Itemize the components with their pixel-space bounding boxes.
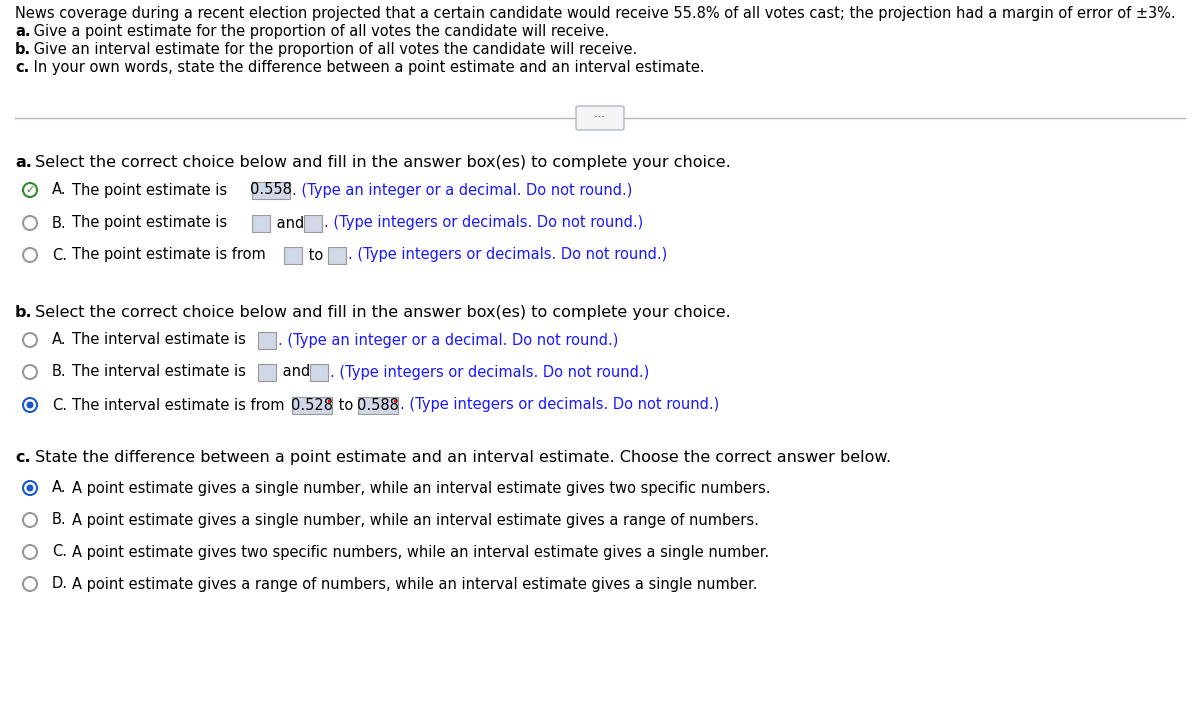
Text: Select the correct choice below and fill in the answer box(es) to complete your : Select the correct choice below and fill… xyxy=(30,155,731,170)
Text: A.: A. xyxy=(52,480,66,496)
Text: . (Type integers or decimals. Do not round.): . (Type integers or decimals. Do not rou… xyxy=(348,247,667,262)
Text: b.: b. xyxy=(14,305,32,320)
Text: A point estimate gives a single number, while an interval estimate gives two spe: A point estimate gives a single number, … xyxy=(72,480,770,496)
Text: a.: a. xyxy=(14,24,30,39)
Text: Give an interval estimate for the proportion of all votes the candidate will rec: Give an interval estimate for the propor… xyxy=(29,42,637,57)
Text: 0.588: 0.588 xyxy=(358,397,398,413)
Text: A point estimate gives a range of numbers, while an interval estimate gives a si: A point estimate gives a range of number… xyxy=(72,576,757,591)
FancyBboxPatch shape xyxy=(252,214,270,231)
Text: B.: B. xyxy=(52,216,67,231)
FancyBboxPatch shape xyxy=(292,396,332,413)
Text: The point estimate is: The point estimate is xyxy=(72,183,232,198)
Text: The interval estimate is from: The interval estimate is from xyxy=(72,397,289,413)
FancyBboxPatch shape xyxy=(284,247,302,264)
FancyBboxPatch shape xyxy=(252,181,290,198)
Text: c.: c. xyxy=(14,450,31,465)
Text: to: to xyxy=(334,397,358,413)
Text: B.: B. xyxy=(52,364,67,380)
Circle shape xyxy=(26,484,34,491)
Text: A.: A. xyxy=(52,183,66,198)
Text: C.: C. xyxy=(52,247,67,262)
FancyBboxPatch shape xyxy=(258,363,276,380)
Text: . (Type an integer or a decimal. Do not round.): . (Type an integer or a decimal. Do not … xyxy=(292,183,632,198)
Text: State the difference between a point estimate and an interval estimate. Choose t: State the difference between a point est… xyxy=(30,450,892,465)
Text: ✓: ✓ xyxy=(25,185,35,195)
Text: The interval estimate is: The interval estimate is xyxy=(72,364,251,380)
Text: . (Type integers or decimals. Do not round.): . (Type integers or decimals. Do not rou… xyxy=(330,364,649,380)
Text: . (Type integers or decimals. Do not round.): . (Type integers or decimals. Do not rou… xyxy=(400,397,719,413)
Text: ▸: ▸ xyxy=(394,399,397,404)
Circle shape xyxy=(26,401,34,408)
Text: c.: c. xyxy=(14,60,29,75)
Text: ···: ··· xyxy=(594,112,606,124)
FancyBboxPatch shape xyxy=(328,247,346,264)
Text: . (Type an integer or a decimal. Do not round.): . (Type an integer or a decimal. Do not … xyxy=(278,333,618,347)
Text: 0.558: 0.558 xyxy=(250,183,292,198)
Text: D.: D. xyxy=(52,576,68,591)
Text: 0.528: 0.528 xyxy=(292,397,334,413)
FancyBboxPatch shape xyxy=(358,396,398,413)
Text: C.: C. xyxy=(52,545,67,560)
Text: A.: A. xyxy=(52,333,66,347)
Text: and: and xyxy=(272,216,308,231)
Text: The interval estimate is: The interval estimate is xyxy=(72,333,251,347)
FancyBboxPatch shape xyxy=(258,332,276,349)
FancyBboxPatch shape xyxy=(310,363,328,380)
Text: a.: a. xyxy=(14,155,32,170)
Text: The point estimate is from: The point estimate is from xyxy=(72,247,270,262)
FancyBboxPatch shape xyxy=(576,106,624,130)
Text: b.: b. xyxy=(14,42,31,57)
Text: News coverage during a recent election projected that a certain candidate would : News coverage during a recent election p… xyxy=(14,6,1176,21)
Text: and: and xyxy=(278,364,314,380)
Text: B.: B. xyxy=(52,512,67,527)
Text: C.: C. xyxy=(52,397,67,413)
Text: Select the correct choice below and fill in the answer box(es) to complete your : Select the correct choice below and fill… xyxy=(30,305,731,320)
FancyBboxPatch shape xyxy=(304,214,322,231)
Text: A point estimate gives a single number, while an interval estimate gives a range: A point estimate gives a single number, … xyxy=(72,512,758,527)
Text: to: to xyxy=(304,247,328,262)
Text: In your own words, state the difference between a point estimate and an interval: In your own words, state the difference … xyxy=(29,60,704,75)
Text: The point estimate is: The point estimate is xyxy=(72,216,232,231)
Text: ▸: ▸ xyxy=(328,399,331,404)
Text: Give a point estimate for the proportion of all votes the candidate will receive: Give a point estimate for the proportion… xyxy=(29,24,610,39)
Text: A point estimate gives two specific numbers, while an interval estimate gives a : A point estimate gives two specific numb… xyxy=(72,545,769,560)
Text: . (Type integers or decimals. Do not round.): . (Type integers or decimals. Do not rou… xyxy=(324,216,643,231)
